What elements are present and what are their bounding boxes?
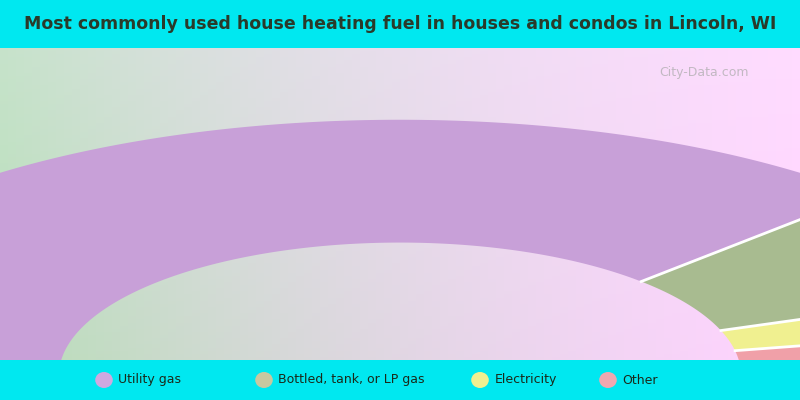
Polygon shape bbox=[721, 289, 800, 351]
Polygon shape bbox=[642, 195, 800, 330]
Text: Bottled, tank, or LP gas: Bottled, tank, or LP gas bbox=[278, 374, 425, 386]
Text: Utility gas: Utility gas bbox=[118, 374, 182, 386]
Text: Other: Other bbox=[622, 374, 658, 386]
Polygon shape bbox=[0, 120, 800, 376]
Ellipse shape bbox=[599, 372, 617, 388]
Polygon shape bbox=[735, 328, 800, 376]
Text: City-Data.com: City-Data.com bbox=[659, 66, 749, 80]
Ellipse shape bbox=[255, 372, 273, 388]
Text: Most commonly used house heating fuel in houses and condos in Lincoln, WI: Most commonly used house heating fuel in… bbox=[24, 15, 776, 33]
Text: Electricity: Electricity bbox=[494, 374, 557, 386]
Ellipse shape bbox=[471, 372, 489, 388]
Ellipse shape bbox=[95, 372, 113, 388]
